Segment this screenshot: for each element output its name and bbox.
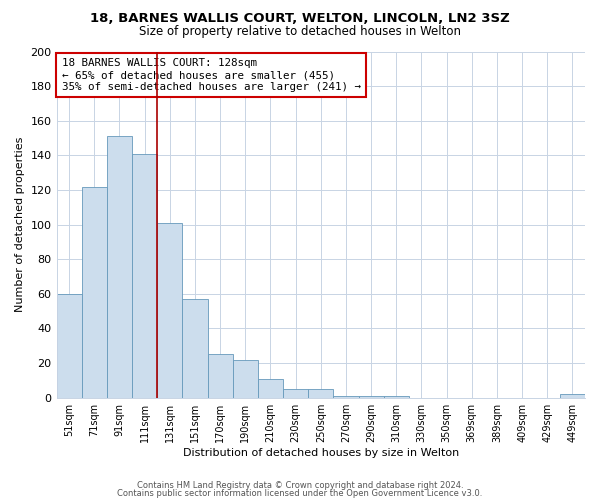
Bar	[258, 378, 283, 398]
Bar	[334, 396, 359, 398]
Text: 18, BARNES WALLIS COURT, WELTON, LINCOLN, LN2 3SZ: 18, BARNES WALLIS COURT, WELTON, LINCOLN…	[90, 12, 510, 26]
Y-axis label: Number of detached properties: Number of detached properties	[15, 137, 25, 312]
Bar	[82, 186, 107, 398]
Bar	[107, 136, 132, 398]
Bar	[308, 389, 334, 398]
Bar	[283, 389, 308, 398]
Bar	[157, 223, 182, 398]
Bar	[132, 154, 157, 398]
Text: Contains HM Land Registry data © Crown copyright and database right 2024.: Contains HM Land Registry data © Crown c…	[137, 481, 463, 490]
Bar	[560, 394, 585, 398]
Bar	[359, 396, 383, 398]
Bar	[383, 396, 409, 398]
Bar	[233, 360, 258, 398]
Text: Contains public sector information licensed under the Open Government Licence v3: Contains public sector information licen…	[118, 488, 482, 498]
Text: 18 BARNES WALLIS COURT: 128sqm
← 65% of detached houses are smaller (455)
35% of: 18 BARNES WALLIS COURT: 128sqm ← 65% of …	[62, 58, 361, 92]
Bar	[208, 354, 233, 398]
Bar	[56, 294, 82, 398]
X-axis label: Distribution of detached houses by size in Welton: Distribution of detached houses by size …	[182, 448, 459, 458]
Bar	[182, 299, 208, 398]
Text: Size of property relative to detached houses in Welton: Size of property relative to detached ho…	[139, 25, 461, 38]
